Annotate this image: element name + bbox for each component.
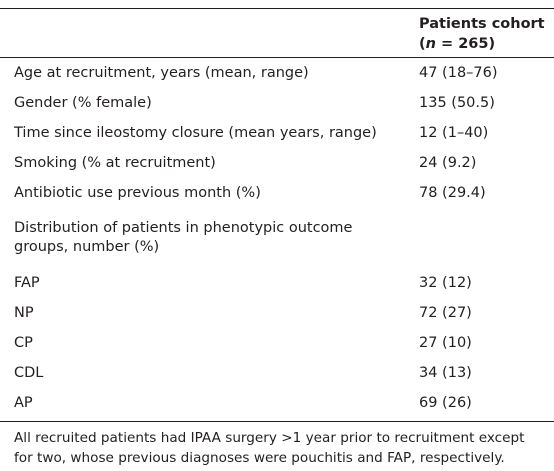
n-value: = 265): [435, 36, 496, 52]
bottom-rule: [0, 421, 554, 422]
row-label: CDL: [14, 364, 44, 381]
table-row: NP 72 (27): [0, 298, 554, 328]
row-label: CP: [14, 334, 33, 351]
n-symbol: n: [425, 36, 436, 52]
table-row: CDL 34 (13): [0, 358, 554, 388]
row-label: FAP: [14, 274, 40, 291]
row-value: 78 (29.4): [419, 185, 486, 201]
row-label: Distribution of patients in phenotypic o…: [14, 220, 353, 255]
row-label: Smoking (% at recruitment): [14, 154, 216, 171]
row-label: Time since ileostomy closure (mean years…: [14, 124, 377, 141]
table-row: Distribution of patients in phenotypic o…: [0, 208, 554, 268]
row-label: AP: [14, 394, 33, 411]
row-value: 12 (1–40): [419, 125, 489, 141]
row-label: NP: [14, 304, 34, 321]
table-row: CP 27 (10): [0, 328, 554, 358]
row-value: 34 (13): [419, 365, 472, 381]
table-row: FAP 32 (12): [0, 268, 554, 298]
row-value: 32 (12): [419, 275, 472, 291]
row-value: 135 (50.5): [419, 95, 495, 111]
column-header: Patients cohort (n = 265): [419, 14, 545, 54]
row-value: 27 (10): [419, 335, 472, 351]
header-title: Patients cohort: [419, 16, 545, 32]
row-value: 72 (27): [419, 305, 472, 321]
header-rule: [0, 57, 554, 58]
footnote: All recruited patients had IPAA surgery …: [14, 430, 525, 466]
row-value: 69 (26): [419, 395, 472, 411]
row-label: Age at recruitment, years (mean, range): [14, 64, 309, 81]
paren: (: [419, 36, 426, 52]
table-row: Antibiotic use previous month (%) 78 (29.…: [0, 178, 554, 208]
table-row: AP 69 (26): [0, 388, 554, 418]
row-value: 24 (9.2): [419, 155, 477, 171]
table-row: Age at recruitment, years (mean, range) 4…: [0, 58, 554, 88]
table-row: Gender (% female) 135 (50.5): [0, 88, 554, 118]
row-value: 47 (18–76): [419, 65, 498, 81]
table-row: Time since ileostomy closure (mean years…: [0, 118, 554, 148]
row-label: Antibiotic use previous month (%): [14, 184, 261, 201]
header-n: (n = 265): [419, 34, 545, 54]
top-rule: [0, 8, 554, 9]
table-row: Smoking (% at recruitment) 24 (9.2): [0, 148, 554, 178]
row-label: Gender (% female): [14, 94, 152, 111]
